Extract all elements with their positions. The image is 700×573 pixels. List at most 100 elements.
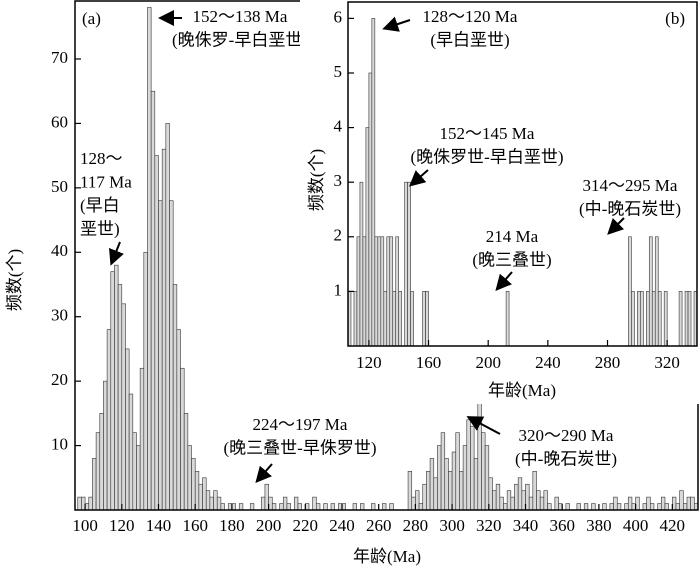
annotation: 117 Ma xyxy=(80,172,132,191)
y-tick-label: 1 xyxy=(334,280,343,299)
y-tick-label: 40 xyxy=(51,241,68,260)
x-axis-label: 年龄(Ma) xyxy=(488,381,556,400)
bar xyxy=(187,445,192,511)
x-tick-label: 300 xyxy=(439,516,465,535)
bar xyxy=(418,503,424,511)
bar xyxy=(77,496,82,511)
bar xyxy=(161,148,167,511)
arrow xyxy=(466,416,501,435)
y-tick-label: 4 xyxy=(334,116,343,135)
y-axis-label: 频数(个) xyxy=(307,149,326,211)
x-tick-label: 320 xyxy=(654,353,680,372)
bar xyxy=(352,503,357,511)
bar xyxy=(407,181,411,347)
bar xyxy=(505,291,510,347)
annotation: (晚三叠世) xyxy=(472,250,551,269)
bar xyxy=(392,291,397,347)
bar xyxy=(220,503,225,511)
y-axis-label: 频数(个) xyxy=(5,249,24,311)
arrow xyxy=(109,241,124,266)
bar xyxy=(684,291,689,347)
annotation: 314～295 Ma xyxy=(583,176,678,195)
annotation: (晚侏罗世-早白垩世) xyxy=(411,147,564,166)
bar xyxy=(410,291,414,347)
bar xyxy=(657,291,662,347)
bar xyxy=(180,367,185,511)
bar xyxy=(517,477,523,511)
bar xyxy=(602,503,607,511)
bar xyxy=(117,284,123,511)
bar xyxy=(495,483,501,511)
bar xyxy=(213,490,218,511)
bar xyxy=(433,477,438,511)
bar xyxy=(637,291,641,347)
bar xyxy=(356,236,361,347)
annotation: (早白垩世) xyxy=(430,30,509,49)
bar xyxy=(205,490,211,511)
bar xyxy=(628,236,632,347)
x-tick-label: 320 xyxy=(476,516,502,535)
bar xyxy=(426,471,431,511)
bar xyxy=(395,236,400,347)
bar xyxy=(158,200,163,511)
bar xyxy=(565,503,570,511)
bar xyxy=(616,503,622,511)
bar xyxy=(640,291,644,347)
bar xyxy=(455,432,460,511)
bar xyxy=(654,236,659,347)
arrow xyxy=(382,16,411,32)
bar xyxy=(139,367,145,511)
bar xyxy=(165,123,170,511)
bar xyxy=(631,291,635,347)
annotation: 128～ xyxy=(80,149,123,168)
bar xyxy=(425,291,429,347)
bar xyxy=(451,451,457,511)
bar xyxy=(191,458,196,511)
bar xyxy=(92,458,97,511)
bar xyxy=(136,445,141,511)
x-tick-label: 240 xyxy=(329,516,355,535)
y-tick-label: 6 xyxy=(334,7,343,26)
bar xyxy=(88,496,93,511)
x-tick-label: 380 xyxy=(586,516,612,535)
bar xyxy=(209,496,214,511)
bar xyxy=(154,155,159,511)
bar xyxy=(646,496,651,511)
bar xyxy=(687,291,692,347)
x-tick-label: 120 xyxy=(109,516,135,535)
bar xyxy=(371,503,376,511)
bar xyxy=(110,271,115,511)
bar xyxy=(216,496,222,511)
bar xyxy=(132,432,137,511)
bar xyxy=(404,181,408,347)
bar xyxy=(543,490,548,511)
y-tick-label: 70 xyxy=(51,48,68,67)
bar xyxy=(539,496,545,511)
bar xyxy=(293,496,299,511)
bar xyxy=(249,503,255,511)
panel-label: (a) xyxy=(82,9,101,28)
bar xyxy=(536,490,541,511)
bar xyxy=(279,503,284,511)
x-tick-label: 220 xyxy=(293,516,319,535)
bar xyxy=(660,496,666,511)
bar xyxy=(422,291,426,347)
annotation: 128～120 Ma xyxy=(423,7,518,26)
bar xyxy=(128,393,134,511)
annotation: 320～290 Ma xyxy=(519,426,614,445)
bar xyxy=(499,496,504,511)
x-tick-label: 200 xyxy=(256,516,282,535)
bar xyxy=(389,236,394,347)
bar xyxy=(484,445,490,511)
bar xyxy=(198,483,203,511)
bar xyxy=(260,496,266,511)
bar xyxy=(125,348,130,511)
annotation: 垩世) xyxy=(80,219,120,238)
bar xyxy=(169,200,174,511)
bar xyxy=(371,18,376,347)
bar xyxy=(481,432,486,511)
bar xyxy=(238,503,244,511)
bar xyxy=(532,471,537,511)
bar xyxy=(316,503,321,511)
